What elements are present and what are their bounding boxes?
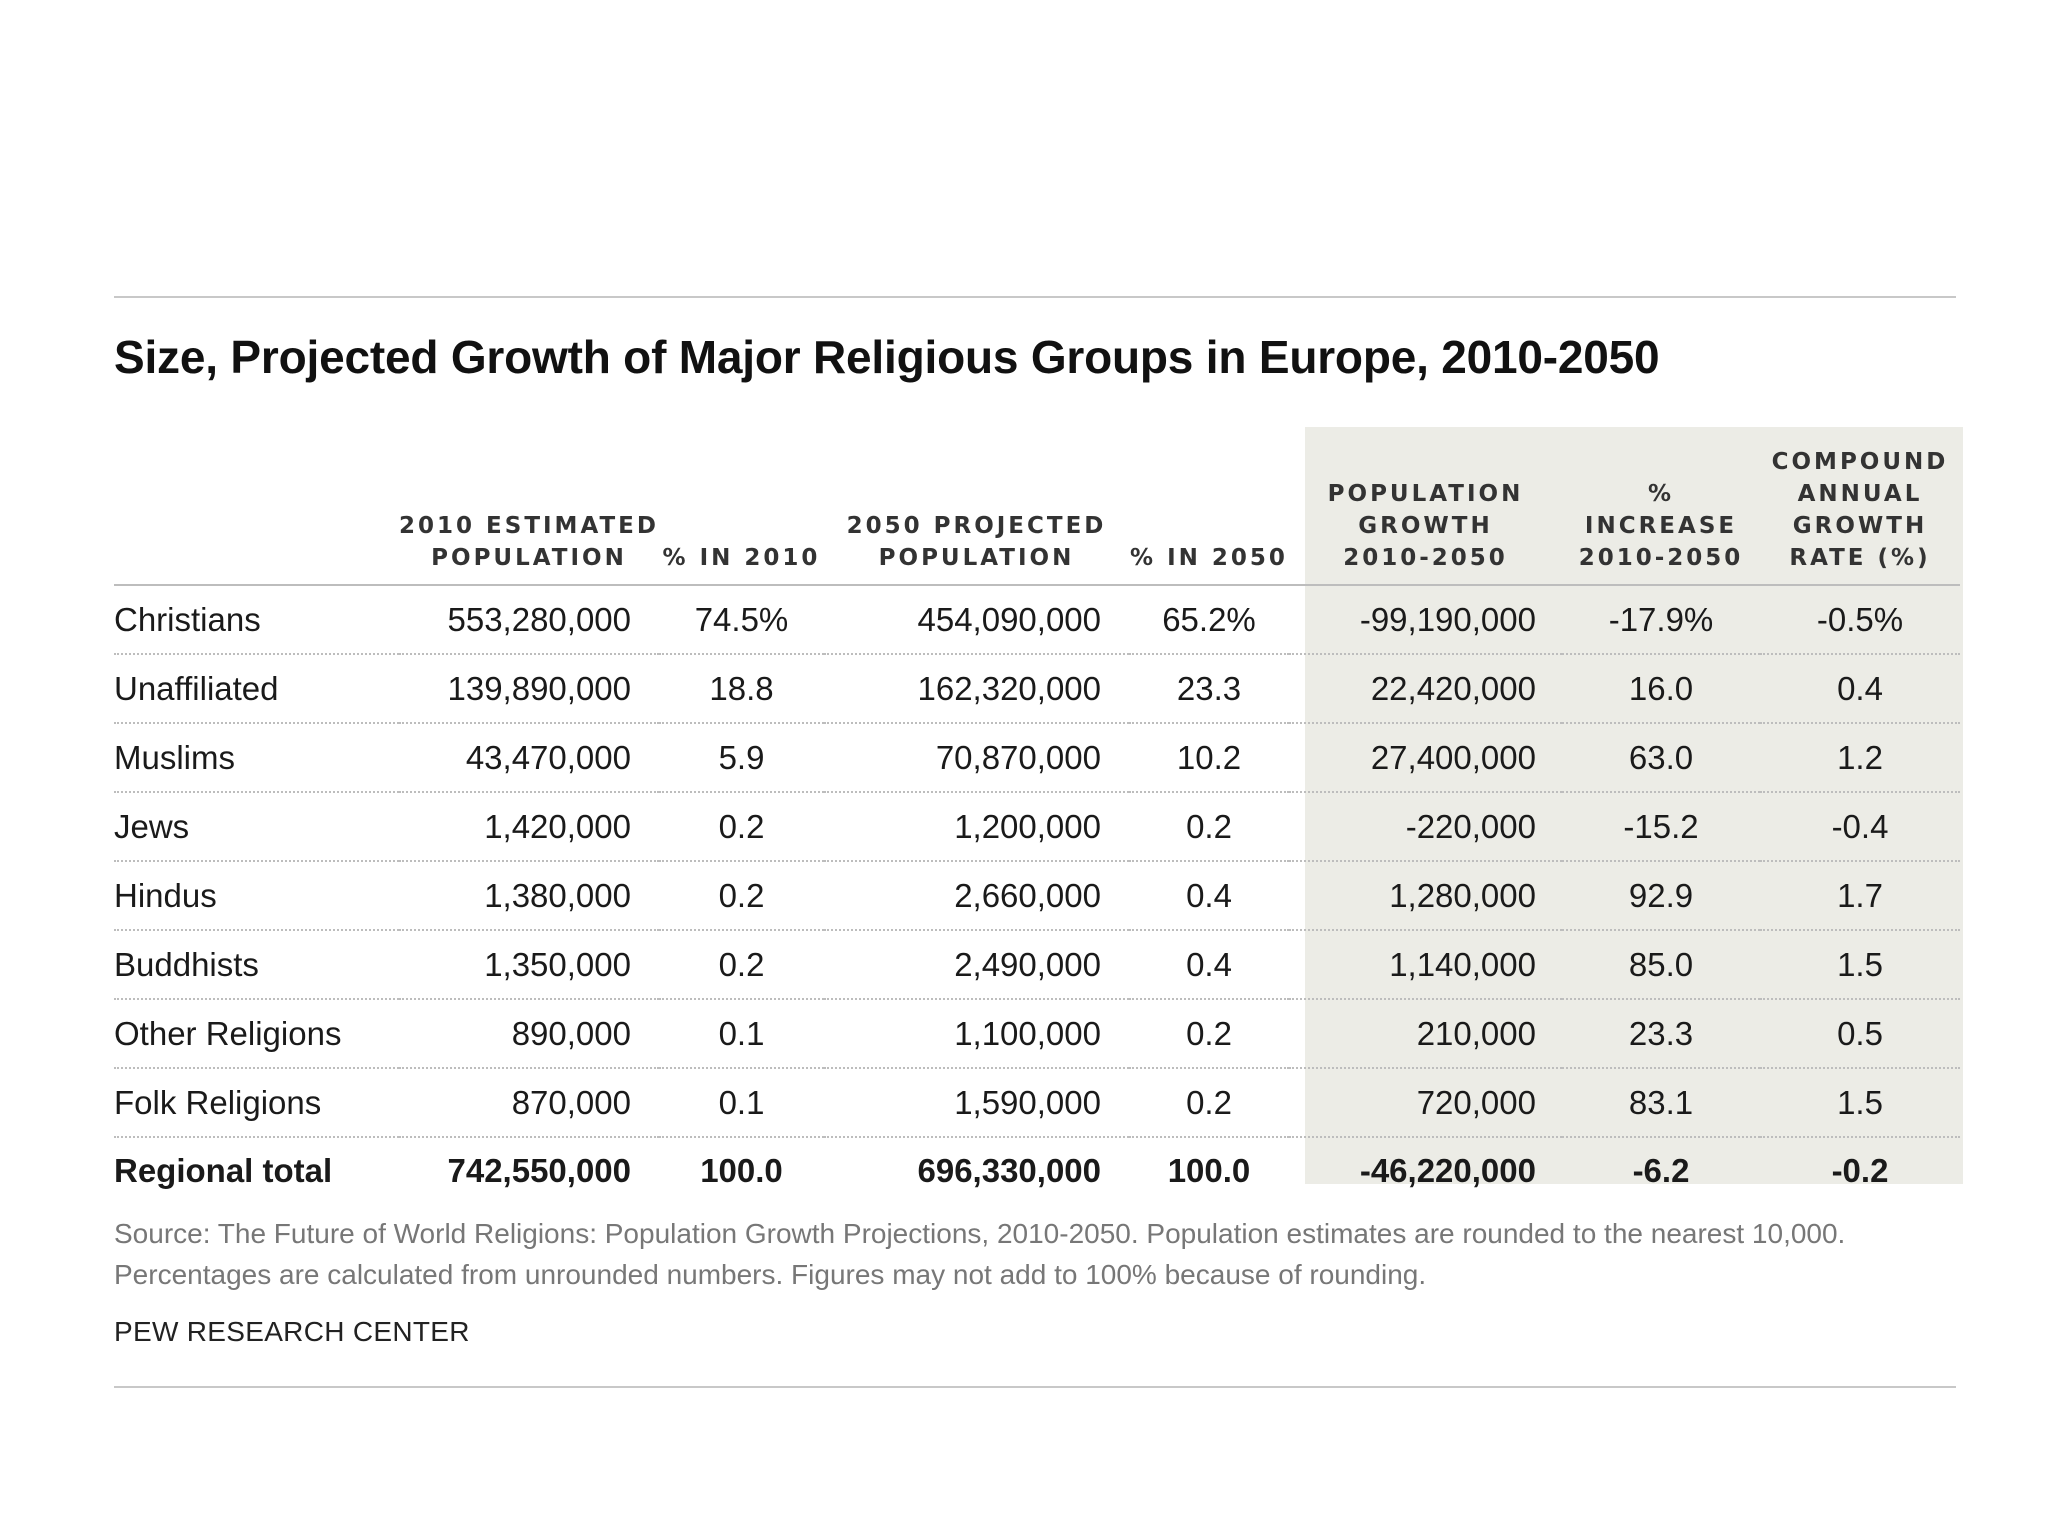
cell-annual-growth-rate: 1.2: [1760, 723, 1960, 793]
cell-pop-2010: 890,000: [399, 999, 659, 1069]
cell-pct-2050: 0.4: [1129, 861, 1289, 931]
cell-pct-increase: 85.0: [1562, 930, 1760, 1000]
cell-pct-2010: 0.2: [659, 930, 824, 1000]
cell-pop-2050: 1,100,000: [824, 999, 1129, 1069]
cell-pct-2010: 100.0: [700, 1152, 783, 1189]
cell-religion: Christians: [114, 585, 399, 655]
cell-annual-growth-rate: -0.4: [1760, 792, 1960, 862]
top-divider: [114, 296, 1956, 298]
cell-annual-growth-rate: -0.2: [1831, 1152, 1889, 1189]
cell-pct-2050: 65.2%: [1129, 585, 1289, 655]
cell-pop-growth: -46,220,000: [1359, 1152, 1536, 1189]
cell-pop-2050: 2,660,000: [824, 861, 1129, 931]
cell-pop-growth: 27,400,000: [1289, 723, 1562, 793]
cell-pct-increase: -15.2: [1562, 792, 1760, 862]
cell-pct-2050: 23.3: [1129, 654, 1289, 724]
cell-pop-growth: 22,420,000: [1289, 654, 1562, 724]
table-row: Other Religions 890,000 0.1 1,100,000 0.2 210…: [114, 999, 1960, 1069]
table-body: Christians 553,280,000 74.5% 454,090,000 65.…: [114, 585, 1960, 1204]
column-header-pct-2010: % IN 2010: [659, 430, 824, 586]
cell-religion: Buddhists: [114, 930, 399, 1000]
table-row: Muslims 43,470,000 5.9 70,870,000 10.2 27,400…: [114, 723, 1960, 793]
cell-pct-2050: 100.0: [1167, 1152, 1251, 1189]
cell-pop-2050: 1,200,000: [824, 792, 1129, 862]
cell-pct-2010: 0.1: [659, 1068, 824, 1138]
chart-title: Size, Projected Growth of Major Religiou…: [114, 331, 1660, 383]
cell-pct-2010: 0.2: [659, 792, 824, 862]
cell-pop-growth: 1,140,000: [1289, 930, 1562, 1000]
bottom-divider: [114, 1386, 1956, 1388]
column-header-pop-growth: POPULATION GROWTH 2010-2050: [1289, 430, 1562, 586]
cell-pct-increase: 63.0: [1562, 723, 1760, 793]
cell-annual-growth-rate: 0.4: [1760, 654, 1960, 724]
cell-pct-2050: 0.2: [1129, 1068, 1289, 1138]
column-header-annual-growth-rate: COMPOUND ANNUAL GROWTH RATE (%): [1760, 430, 1960, 586]
cell-pop-2050: 1,590,000: [824, 1068, 1129, 1138]
cell-pct-increase: 16.0: [1562, 654, 1760, 724]
cell-pct-increase: -6.2: [1632, 1152, 1690, 1189]
cell-pop-2010: 1,380,000: [399, 861, 659, 931]
cell-pop-2010: 742,550,000: [447, 1152, 631, 1189]
cell-pop-growth: 1,280,000: [1289, 861, 1562, 931]
cell-religion: Other Religions: [114, 999, 399, 1069]
cell-pct-increase: 83.1: [1562, 1068, 1760, 1138]
cell-pop-2010: 1,420,000: [399, 792, 659, 862]
cell-religion: Unaffiliated: [114, 654, 399, 724]
cell-pop-2050: 70,870,000: [824, 723, 1129, 793]
cell-pct-increase: -17.9%: [1562, 585, 1760, 655]
cell-pop-2010: 139,890,000: [399, 654, 659, 724]
header-row: 2010 ESTIMATED POPULATION% IN 2010 2050 P…: [114, 430, 1960, 586]
brand-label: PEW RESEARCH CENTER: [114, 1316, 470, 1347]
cell-pop-growth: 720,000: [1289, 1068, 1562, 1138]
cell-pop-growth: 210,000: [1289, 999, 1562, 1069]
cell-pct-2010: 0.2: [659, 861, 824, 931]
cell-pop-2050: 2,490,000: [824, 930, 1129, 1000]
cell-religion: Regional total: [114, 1152, 333, 1189]
source-note: Source: The Future of World Religions: P…: [114, 1218, 1846, 1290]
cell-annual-growth-rate: 1.5: [1760, 930, 1960, 1000]
cell-pct-2010: 0.1: [659, 999, 824, 1069]
cell-pop-growth: -99,190,000: [1289, 585, 1562, 655]
table-row: Hindus 1,380,000 0.2 2,660,000 0.4 1,280,000 9…: [114, 861, 1960, 931]
religion-table: 2010 ESTIMATED POPULATION% IN 2010 2050 P…: [114, 430, 1960, 1204]
cell-annual-growth-rate: 1.5: [1760, 1068, 1960, 1138]
cell-pop-2050: 162,320,000: [824, 654, 1129, 724]
cell-pct-2050: 0.4: [1129, 930, 1289, 1000]
cell-pop-2010: 43,470,000: [399, 723, 659, 793]
cell-annual-growth-rate: -0.5%: [1760, 585, 1960, 655]
cell-pct-2010: 74.5%: [659, 585, 824, 655]
cell-pct-2050: 0.2: [1129, 999, 1289, 1069]
total-row: Regional total 742,550,000 100.0 696,330,00…: [114, 1137, 1960, 1204]
cell-religion: Muslims: [114, 723, 399, 793]
cell-pop-2010: 870,000: [399, 1068, 659, 1138]
column-header-pop-2050: 2050 PROJECTED POPULATION: [824, 430, 1129, 586]
cell-pop-2050: 696,330,000: [917, 1152, 1101, 1189]
cell-religion: Folk Religions: [114, 1068, 399, 1138]
table-row: Folk Religions 870,000 0.1 1,590,000 0.2 720,…: [114, 1068, 1960, 1138]
column-header-religion: [114, 430, 399, 586]
table-row: Unaffiliated 139,890,000 18.8 162,320,000 23…: [114, 654, 1960, 724]
cell-pct-2050: 10.2: [1129, 723, 1289, 793]
cell-annual-growth-rate: 0.5: [1760, 999, 1960, 1069]
cell-pop-2010: 1,350,000: [399, 930, 659, 1000]
cell-pct-increase: 23.3: [1562, 999, 1760, 1069]
column-header-pct-increase: % INCREASE 2010-2050: [1562, 430, 1760, 586]
cell-religion: Jews: [114, 792, 399, 862]
cell-pop-2050: 454,090,000: [824, 585, 1129, 655]
column-header-pop-2010: 2010 ESTIMATED POPULATION: [399, 430, 659, 586]
cell-pct-2010: 18.8: [659, 654, 824, 724]
cell-pct-2050: 0.2: [1129, 792, 1289, 862]
table-row: Christians 553,280,000 74.5% 454,090,000 65.…: [114, 585, 1960, 655]
table-row: Buddhists 1,350,000 0.2 2,490,000 0.4 1,140,0…: [114, 930, 1960, 1000]
cell-pop-2010: 553,280,000: [399, 585, 659, 655]
cell-annual-growth-rate: 1.7: [1760, 861, 1960, 931]
cell-religion: Hindus: [114, 861, 399, 931]
table-row: Jews 1,420,000 0.2 1,200,000 0.2 -220,000 -15.…: [114, 792, 1960, 862]
cell-pct-increase: 92.9: [1562, 861, 1760, 931]
cell-pop-growth: -220,000: [1289, 792, 1562, 862]
column-header-pct-2050: % IN 2050: [1129, 430, 1289, 586]
cell-pct-2010: 5.9: [659, 723, 824, 793]
